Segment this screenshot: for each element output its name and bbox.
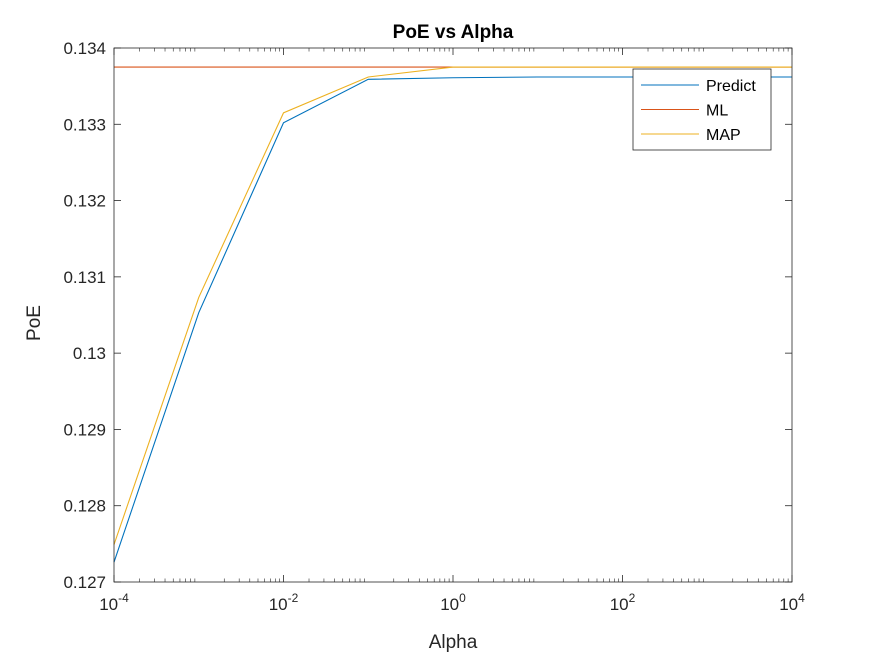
legend-label-map: MAP xyxy=(706,127,741,144)
x-tick-label: 10-2 xyxy=(269,591,299,614)
series-line-map xyxy=(113,66,792,545)
y-tick-label: 0.13 xyxy=(73,344,106,363)
y-tick-label: 0.127 xyxy=(63,573,106,592)
legend-label-predict: Predict xyxy=(706,78,756,95)
y-tick-label: 0.132 xyxy=(63,192,106,211)
x-tick-label: 102 xyxy=(610,591,636,614)
legend: Predict ML MAP xyxy=(632,68,772,151)
x-tick-label: 100 xyxy=(440,591,466,614)
legend-label-ml: ML xyxy=(706,103,728,120)
x-axis-label: Alpha xyxy=(429,632,478,653)
y-tick-label: 0.133 xyxy=(63,115,106,134)
y-tick-label: 0.128 xyxy=(63,497,106,516)
x-tick-label: 10-4 xyxy=(99,591,129,614)
axes: 0.127 0.128 0.129 0.13 0.131 0.132 0.133 0.134 1… xyxy=(63,39,805,614)
y-tick-label: 0.129 xyxy=(63,420,106,439)
y-tick-label: 0.134 xyxy=(63,39,106,58)
y-axis-label: PoE xyxy=(24,305,45,341)
x-tick-label: 104 xyxy=(779,591,805,614)
chart-title: PoE vs Alpha xyxy=(393,22,514,43)
y-tick-label: 0.131 xyxy=(63,268,106,287)
